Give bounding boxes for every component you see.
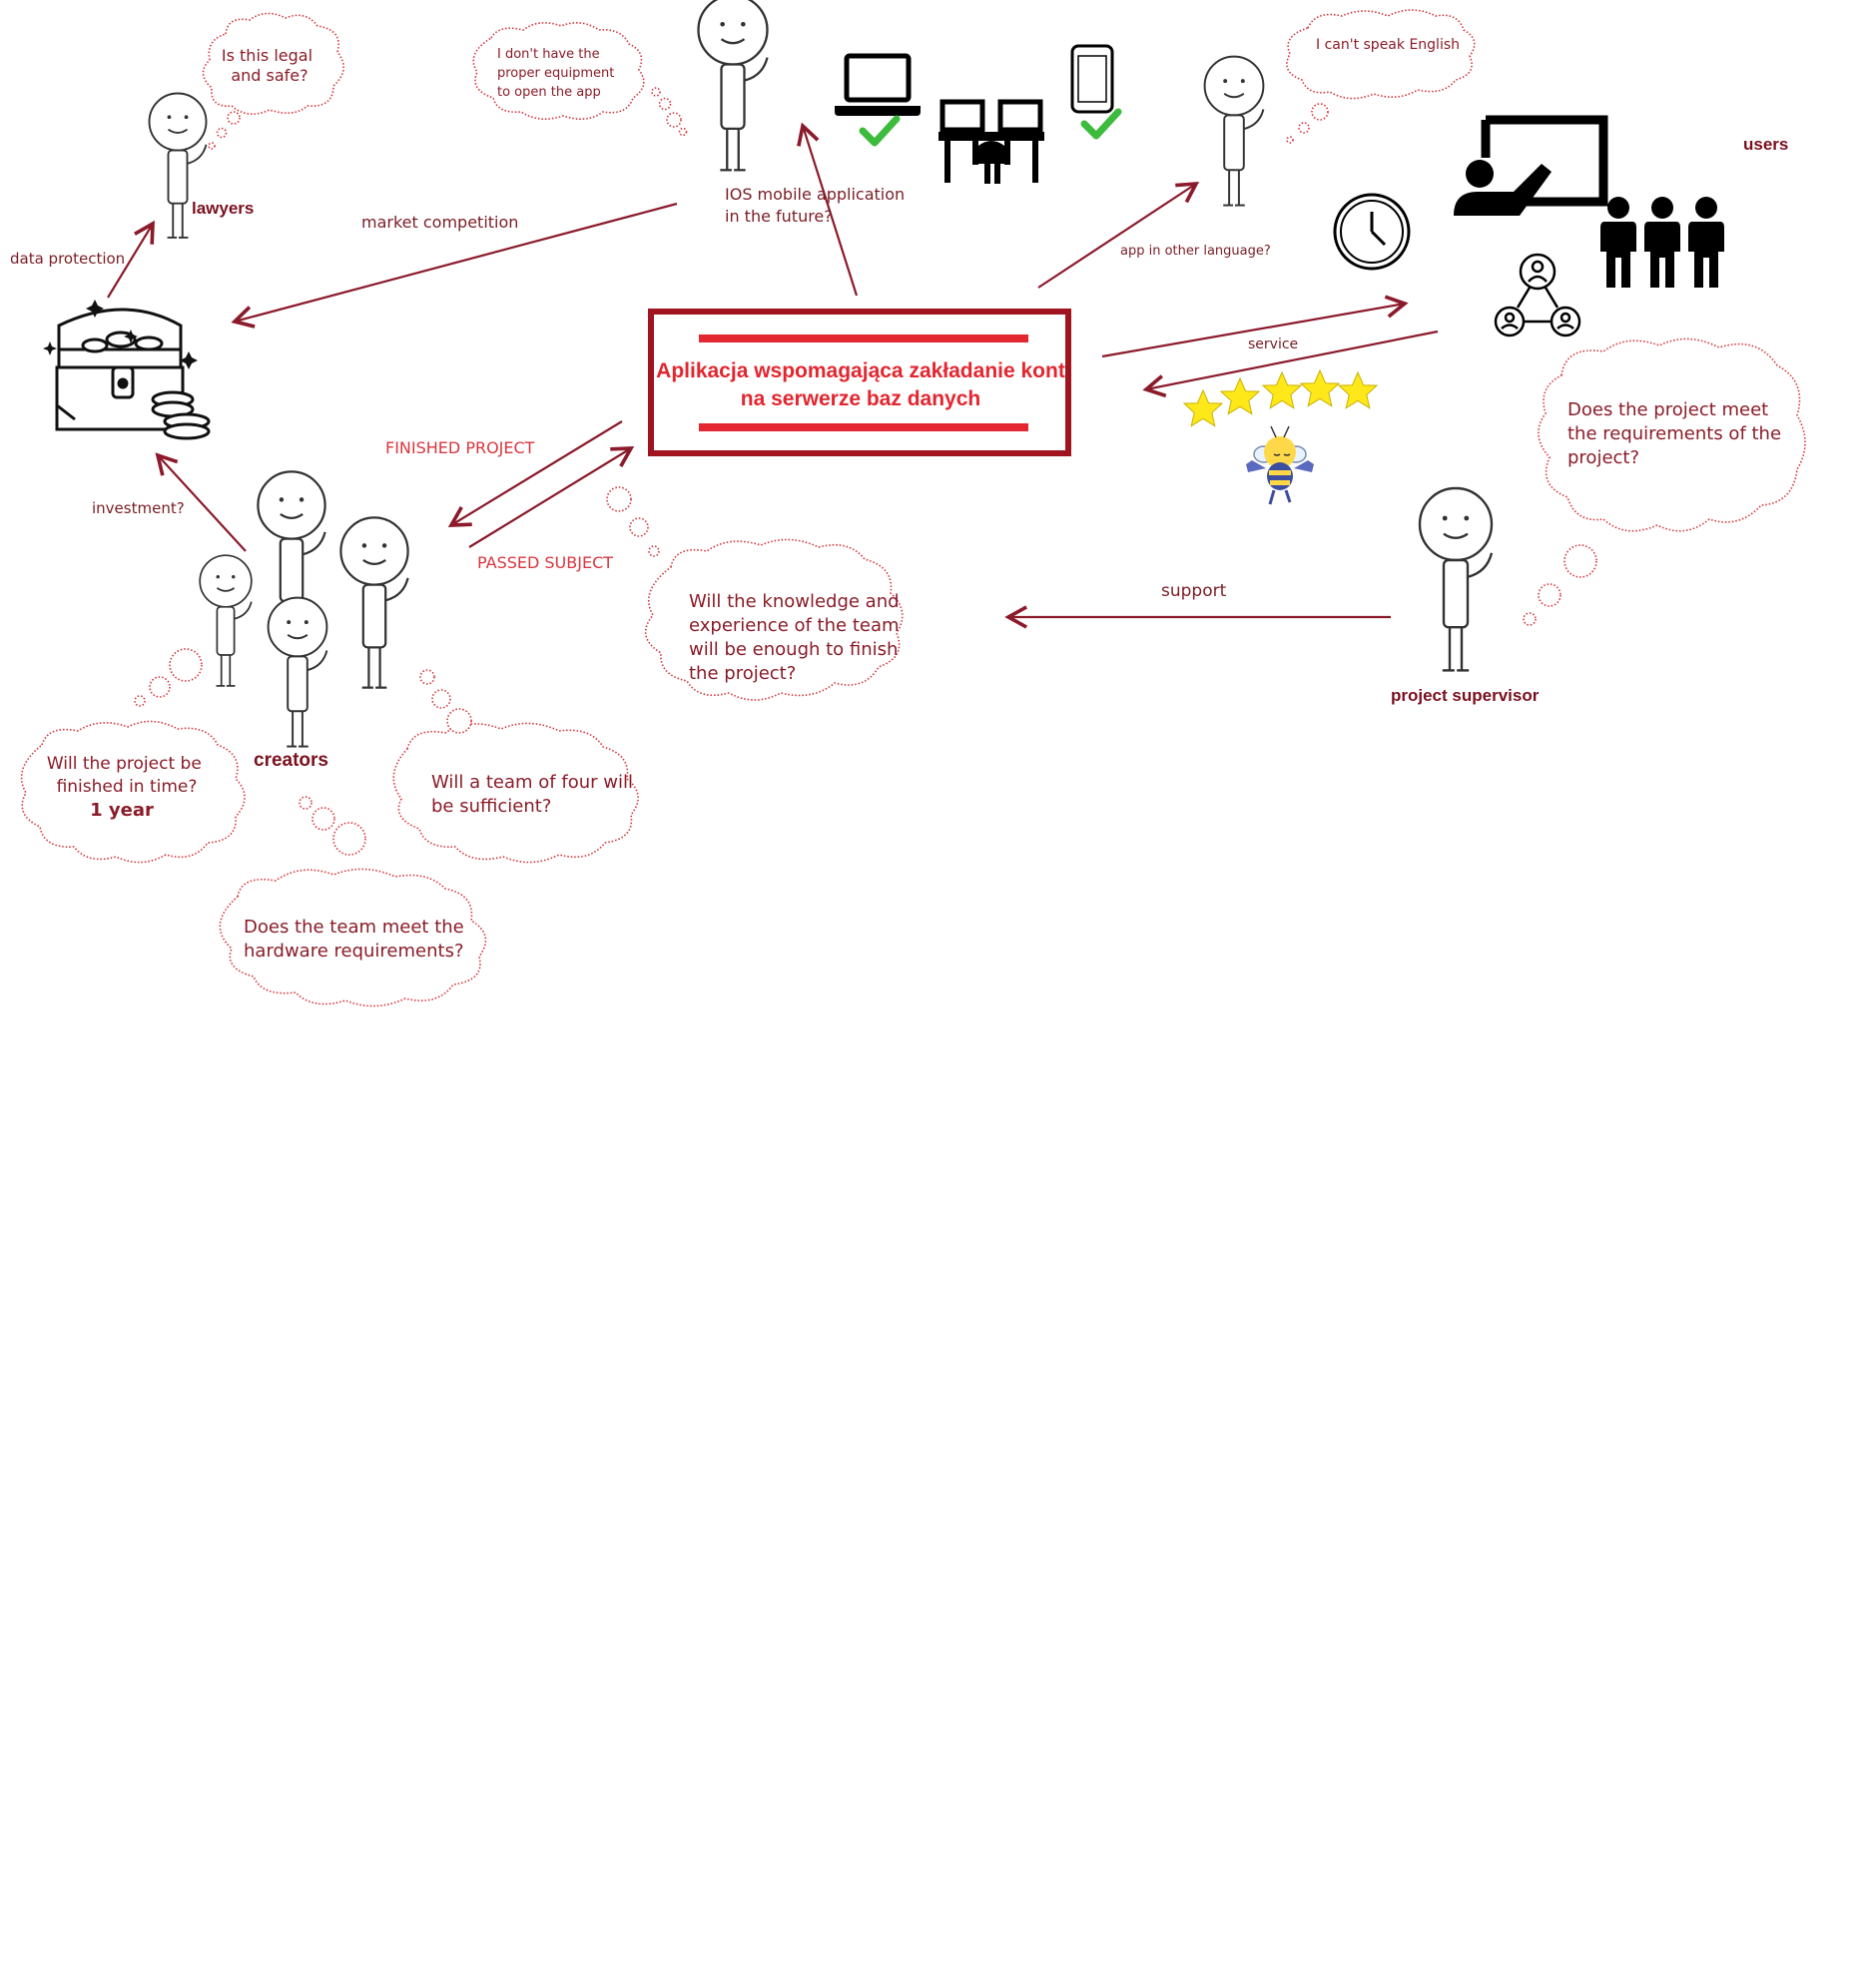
creator-figure-2	[339, 516, 409, 689]
thought-knowledge	[606, 486, 904, 701]
arrow-to-lawyers	[107, 220, 155, 299]
arrow-finished-project	[447, 420, 623, 527]
label-investment: investment?	[92, 499, 185, 517]
thought-requirements	[1523, 337, 1806, 626]
arrow-investment	[155, 452, 247, 552]
arrow-passed-subject	[468, 446, 635, 548]
thought-team-text: Will a team of four will be sufficient?	[431, 772, 639, 817]
thought-time-text: Will the project be finished in time?	[47, 754, 207, 797]
label-support: support	[1161, 581, 1227, 601]
network-icon	[1494, 253, 1581, 337]
arrow-service-to-users	[1101, 295, 1409, 358]
desks-icon	[938, 99, 1044, 184]
star-icon	[1338, 371, 1378, 409]
bee-mascot-icon	[1246, 425, 1314, 505]
label-ios-2: in the future?	[725, 207, 833, 226]
check-icon	[1080, 108, 1122, 140]
title-line-1: Aplikacja wspomagająca zakładanie kont	[656, 359, 1065, 382]
title-box: Aplikacja wspomagająca zakładanie kont n…	[648, 309, 1071, 456]
creators-label: creators	[254, 750, 328, 771]
arrow-service-back	[1142, 330, 1439, 398]
users-label: users	[1743, 135, 1788, 154]
thought-team	[392, 669, 639, 864]
smartphone-icon	[1070, 44, 1114, 114]
arrows	[107, 122, 1439, 629]
thought-knowledge-text: Will the knowledge and experience of the…	[689, 591, 905, 684]
star-icon	[1183, 389, 1223, 427]
thought-equipment-text: I don't have the proper equipment to ope…	[497, 47, 618, 100]
title-line-2: na serwerze baz danych	[741, 387, 980, 410]
presentation-icon	[1454, 115, 1608, 216]
clock-icon	[1333, 193, 1411, 271]
label-ios-1: IOS mobile application	[725, 185, 905, 204]
creator-figure-4	[267, 596, 328, 748]
label-market-competition: market competition	[361, 213, 518, 232]
label-service: service	[1248, 336, 1298, 352]
supervisor-figure	[1418, 486, 1494, 672]
rating-stars	[1183, 369, 1378, 427]
thought-legal	[202, 12, 344, 150]
arrow-app-language	[1037, 181, 1200, 289]
group-icon	[1600, 197, 1724, 288]
thought-english	[1286, 9, 1476, 144]
thought-english-text: I can't speak English	[1316, 37, 1460, 53]
lawyers-label: lawyers	[192, 199, 254, 218]
label-finished-project: FINISHED PROJECT	[385, 438, 535, 457]
creator-figure-3	[199, 554, 253, 687]
thought-time	[20, 648, 246, 864]
label-data-protection: data protection	[10, 250, 125, 268]
thought-hardware	[219, 796, 487, 1007]
label-app-language: app in other language?	[1120, 244, 1271, 259]
star-icon	[1300, 369, 1340, 407]
creators-group	[199, 470, 409, 748]
check-icon	[859, 115, 901, 147]
thought-legal-text: Is this legal and safe?	[222, 46, 317, 85]
arrow-market-competition	[231, 202, 678, 329]
label-passed-subject: PASSED SUBJECT	[477, 553, 613, 572]
equipment-user-figure	[697, 0, 769, 172]
star-icon	[1262, 371, 1302, 409]
project-supervisor-label: project supervisor	[1391, 686, 1540, 705]
thought-bubbles	[20, 9, 1806, 1007]
laptop-icon	[835, 53, 921, 116]
thought-equipment	[472, 22, 688, 137]
arrow-ios	[797, 122, 859, 297]
treasure-chest-icon	[43, 300, 211, 440]
thought-requirements-text: Does the project meet the requirements o…	[1567, 399, 1787, 468]
english-user-figure	[1203, 55, 1265, 207]
star-icon	[1220, 377, 1260, 415]
thought-time-answer: 1 year	[90, 800, 154, 821]
thought-hardware-text: Does the team meet the hardware requirem…	[244, 917, 469, 962]
